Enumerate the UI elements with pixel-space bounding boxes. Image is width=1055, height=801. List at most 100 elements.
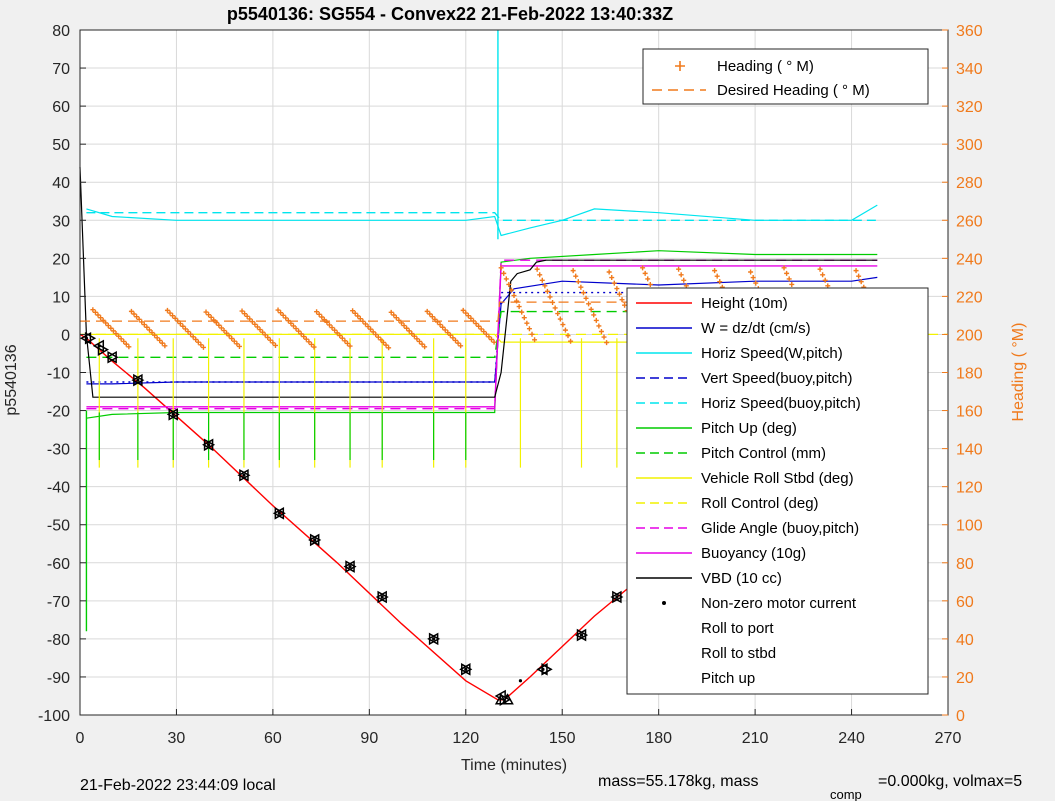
heading-marker: [820, 272, 826, 278]
x-tick-label: 120: [452, 730, 479, 747]
heading-marker: [529, 331, 535, 337]
heading-marker: [350, 308, 356, 314]
heading-marker: [748, 269, 754, 275]
y-tick-label: -50: [47, 518, 70, 535]
y-right-tick-label: 120: [956, 480, 983, 497]
y-right-tick-label: 180: [956, 366, 983, 383]
heading-marker: [619, 297, 625, 303]
roll-stbd-marker: [97, 343, 110, 356]
legend-heading: Heading ( ° M) Desired Heading ( ° M): [642, 48, 929, 105]
heading-marker: [442, 327, 448, 333]
heading-marker: [319, 314, 325, 320]
y-tick-label: 50: [52, 137, 70, 154]
heading-marker: [373, 332, 379, 338]
heading-marker: [676, 266, 682, 272]
legend-label: Height (10m): [701, 295, 788, 312]
heading-marker: [116, 333, 122, 339]
heading-marker: [473, 321, 479, 327]
heading-marker: [784, 270, 790, 276]
motor-current-point: [136, 378, 140, 382]
heading-marker: [334, 330, 340, 336]
heading-marker: [172, 315, 178, 321]
heading-marker: [465, 313, 471, 319]
y-right-tick-label: 320: [956, 99, 983, 116]
heading-marker: [211, 317, 217, 323]
x-tick-label: 60: [264, 730, 282, 747]
heading-marker: [678, 272, 684, 278]
y-right-tick-label: 280: [956, 175, 983, 192]
heading-marker: [332, 327, 338, 333]
heading-marker: [532, 337, 538, 343]
heading-marker: [249, 319, 255, 325]
legend-label: Vert Speed(buoy,pitch): [701, 370, 852, 387]
heading-marker: [575, 279, 581, 285]
heading-marker: [347, 343, 353, 349]
heading-marker: [596, 323, 602, 329]
heading-marker: [375, 334, 381, 340]
heading-marker: [714, 273, 720, 279]
y-right-tick-label: 220: [956, 289, 983, 306]
heading-marker: [121, 338, 127, 344]
legend-heading-symbol: [675, 61, 685, 71]
series-line: [86, 204, 878, 237]
heading-marker: [588, 306, 594, 312]
motor-current-point: [242, 473, 246, 477]
heading-marker: [712, 268, 718, 274]
heading-marker: [537, 272, 543, 278]
y-tick-label: 70: [52, 61, 70, 78]
legend-label: Roll to port: [701, 620, 774, 637]
heading-marker: [609, 275, 615, 281]
heading-marker: [108, 325, 114, 331]
heading-marker: [486, 334, 492, 340]
heading-marker: [853, 268, 859, 274]
heading-marker: [244, 313, 250, 319]
heading-marker: [681, 277, 687, 283]
heading-marker: [352, 310, 358, 316]
heading-marker: [452, 337, 458, 343]
heading-marker: [598, 329, 604, 335]
heading-marker: [152, 332, 158, 338]
heading-marker: [542, 283, 548, 289]
y-tick-label: -10: [47, 366, 70, 383]
roll-stbd-marker: [612, 590, 624, 604]
heading-marker: [303, 336, 309, 342]
chart-title: p5540136: SG554 - Convex22 21-Feb-2022 1…: [227, 4, 673, 24]
heading-marker: [388, 309, 394, 315]
heading-marker: [789, 281, 795, 287]
legend-label: Pitch Control (mm): [701, 445, 826, 462]
heading-marker: [478, 326, 484, 332]
heading-marker: [786, 276, 792, 282]
heading-marker: [208, 314, 214, 320]
legend-symbol-dot: [662, 601, 666, 605]
heading-marker: [606, 269, 612, 275]
heading-marker: [455, 340, 461, 346]
heading-marker: [550, 299, 556, 305]
roll-stbd-marker: [541, 663, 553, 676]
heading-marker: [858, 279, 864, 285]
heading-marker: [422, 344, 428, 350]
heading-marker: [224, 330, 230, 336]
x-tick-label: 270: [935, 730, 962, 747]
heading-marker: [265, 335, 271, 341]
heading-marker: [260, 329, 266, 335]
heading-marker: [185, 329, 191, 335]
heading-marker: [90, 307, 96, 313]
heading-marker: [501, 270, 507, 276]
heading-marker: [411, 333, 417, 339]
heading-marker: [283, 315, 289, 321]
heading-marker: [229, 335, 235, 341]
series-line: [86, 265, 878, 408]
heading-marker: [611, 280, 617, 286]
axis-ticks: 0 30 60 90 120 150 180 210 240 270-100-90-80-70-6…: [38, 23, 983, 747]
heading-marker: [136, 316, 142, 322]
heading-marker: [539, 277, 545, 283]
y-tick-label: 10: [52, 289, 70, 306]
heading-marker: [817, 266, 823, 272]
heading-marker: [213, 320, 219, 326]
heading-marker: [103, 320, 109, 326]
y-right-tick-label: 100: [956, 518, 983, 535]
heading-marker: [198, 342, 204, 348]
y-right-tick-label: 240: [956, 251, 983, 268]
heading-marker: [293, 326, 299, 332]
